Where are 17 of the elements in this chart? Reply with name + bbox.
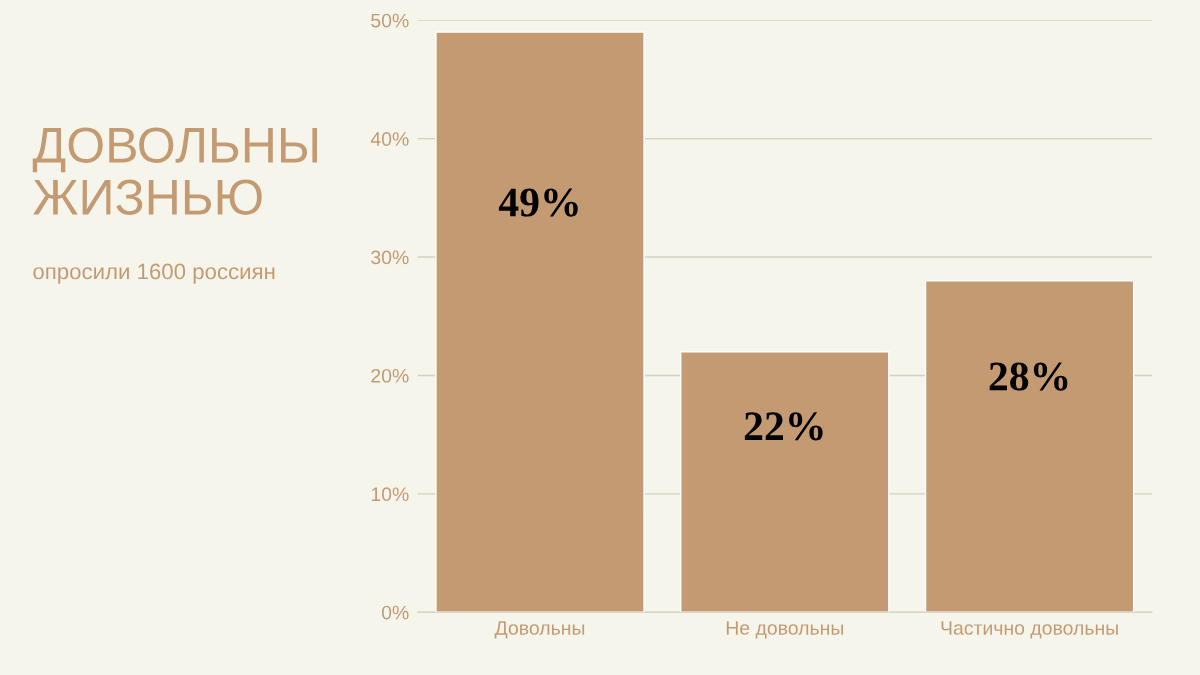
x-tick-label: Довольны — [494, 621, 585, 639]
y-tick-label: 30% — [371, 250, 409, 265]
data-label: 49% — [498, 188, 578, 217]
y-tick-label: 20% — [371, 368, 409, 383]
data-label: 28% — [989, 362, 1068, 391]
text: ДОВОЛЬНЫ ЖИЗНЬЮ — [32, 127, 318, 215]
y-tick-label: 0% — [381, 605, 409, 620]
y-tick-label: 40% — [370, 132, 409, 146]
text: опросили 1600 россиян — [33, 263, 275, 284]
y-tick-label: 10% — [371, 487, 409, 502]
data-label: 22% — [744, 412, 823, 441]
x-tick-label: Частично довольны — [941, 621, 1118, 639]
bar — [924, 280, 1135, 613]
bar — [435, 31, 645, 613]
y-tick-label: 50% — [371, 13, 409, 28]
bar — [680, 351, 890, 613]
x-tick-label: Не довольны — [726, 621, 843, 639]
